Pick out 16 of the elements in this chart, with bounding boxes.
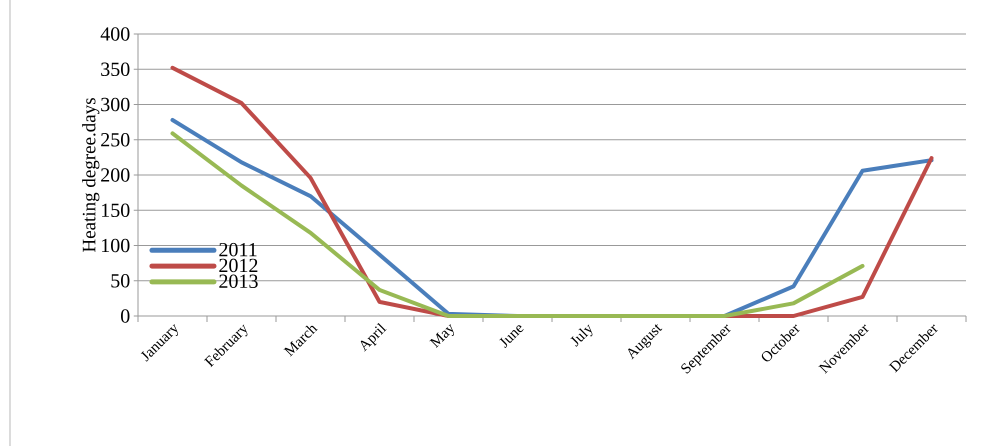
y-tick-label: 250 — [101, 133, 130, 147]
x-tick-label: May — [429, 324, 454, 348]
legend-label: 2012 — [219, 258, 258, 272]
y-axis-title: Heating degree.days — [82, 98, 100, 252]
y-tick-label: 200 — [101, 168, 130, 182]
legend-label: 2011 — [219, 242, 257, 256]
y-tick-label: 350 — [101, 62, 130, 76]
legend-label: 2013 — [219, 274, 258, 288]
y-tick-label: 50 — [111, 274, 130, 288]
y-tick-label: 400 — [100, 27, 130, 41]
y-tick-label: 300 — [101, 98, 130, 112]
y-tick-label: 100 — [102, 238, 130, 252]
x-tick-label: June — [499, 325, 524, 348]
y-tick-label: 150 — [102, 204, 130, 218]
y-tick-label: 0 — [120, 309, 130, 323]
x-tick-label: July — [570, 324, 592, 347]
